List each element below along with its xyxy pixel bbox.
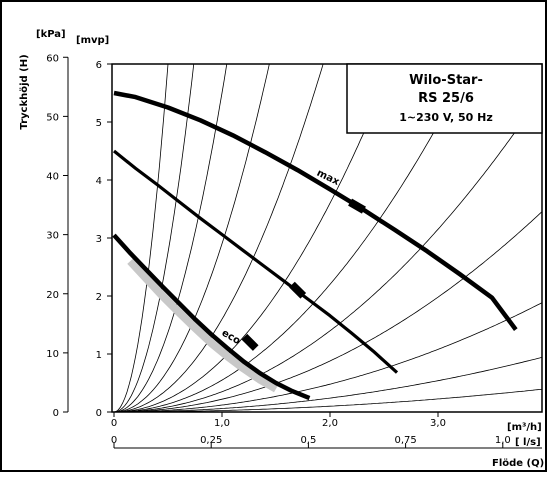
y-unit-mvp: [mvp]	[76, 35, 109, 46]
system-curve-11	[113, 64, 169, 412]
mvp-tick-label-2: 2	[96, 292, 102, 303]
system-curve-5	[114, 64, 472, 412]
m3h-tick-label-2: 2,0	[322, 418, 338, 429]
system-curve-2	[114, 302, 542, 412]
series-line-2	[112, 233, 311, 401]
kpa-tick-label-5: 50	[46, 112, 59, 123]
mvp-tick-label-3: 3	[96, 234, 102, 245]
kpa-tick-label-1: 10	[46, 349, 59, 360]
m3h-tick-label-0: 0	[111, 418, 117, 429]
system-curve-10	[113, 64, 195, 412]
ls-tick-label-0: 0	[111, 435, 117, 446]
curve-marker-0	[348, 198, 366, 214]
title-box-frame	[346, 63, 543, 134]
mvp-tick-label-4: 4	[96, 176, 102, 187]
mvp-tick-label-1: 1	[96, 350, 102, 361]
mvp-tick-label-6: 6	[96, 60, 102, 71]
kpa-tick-label-6: 60	[46, 53, 59, 64]
ls-tick-label-3: 0,75	[394, 435, 416, 446]
curve-marker-2	[241, 333, 259, 351]
series-layer	[112, 90, 518, 401]
kpa-tick-label-4: 40	[46, 172, 59, 183]
m3h-tick-label-3: 3,0	[430, 418, 446, 429]
series-line-3	[127, 258, 278, 393]
system-curve-4	[114, 92, 542, 412]
kpa-tick-label-2: 20	[46, 290, 59, 301]
x-axis-title: Flöde (Q)	[492, 458, 544, 469]
curve-marker-1	[289, 281, 307, 299]
system-curve-7	[114, 64, 324, 412]
kpa-tick-label-3: 30	[46, 231, 59, 242]
series-line-0	[113, 90, 518, 331]
kpa-tick-label-0: 0	[53, 408, 59, 419]
ls-tick-label-2: 0,5	[300, 435, 316, 446]
title-line3: 1~230 V, 50 Hz	[399, 111, 493, 124]
mvp-tick-label-5: 5	[96, 118, 102, 129]
system-curve-1	[114, 356, 542, 412]
y-unit-kpa: [kPa]	[36, 29, 66, 40]
system-curve-8	[113, 64, 270, 412]
title-box: Wilo-Star- RS 25/6 1~230 V, 50 Hz	[346, 63, 543, 134]
title-line2: RS 25/6	[418, 91, 474, 106]
y-axis-title: Tryckhöjd (H)	[19, 54, 30, 129]
ls-tick-label-1: 0,25	[200, 435, 222, 446]
mvp-tick-label-0: 0	[96, 408, 102, 419]
system-curves	[113, 64, 542, 412]
m3h-tick-label-1: 1,0	[214, 418, 230, 429]
x-unit-ls: [ l/s]	[515, 437, 541, 448]
system-curve-3	[114, 211, 542, 412]
x-unit-m3h: [m³/h]	[507, 422, 542, 433]
series-line-1	[112, 149, 399, 374]
ls-tick-label-4: 1,0	[495, 435, 511, 446]
title-line1: Wilo-Star-	[409, 73, 483, 88]
system-curve-6	[114, 64, 394, 412]
system-curve-9	[113, 64, 228, 412]
